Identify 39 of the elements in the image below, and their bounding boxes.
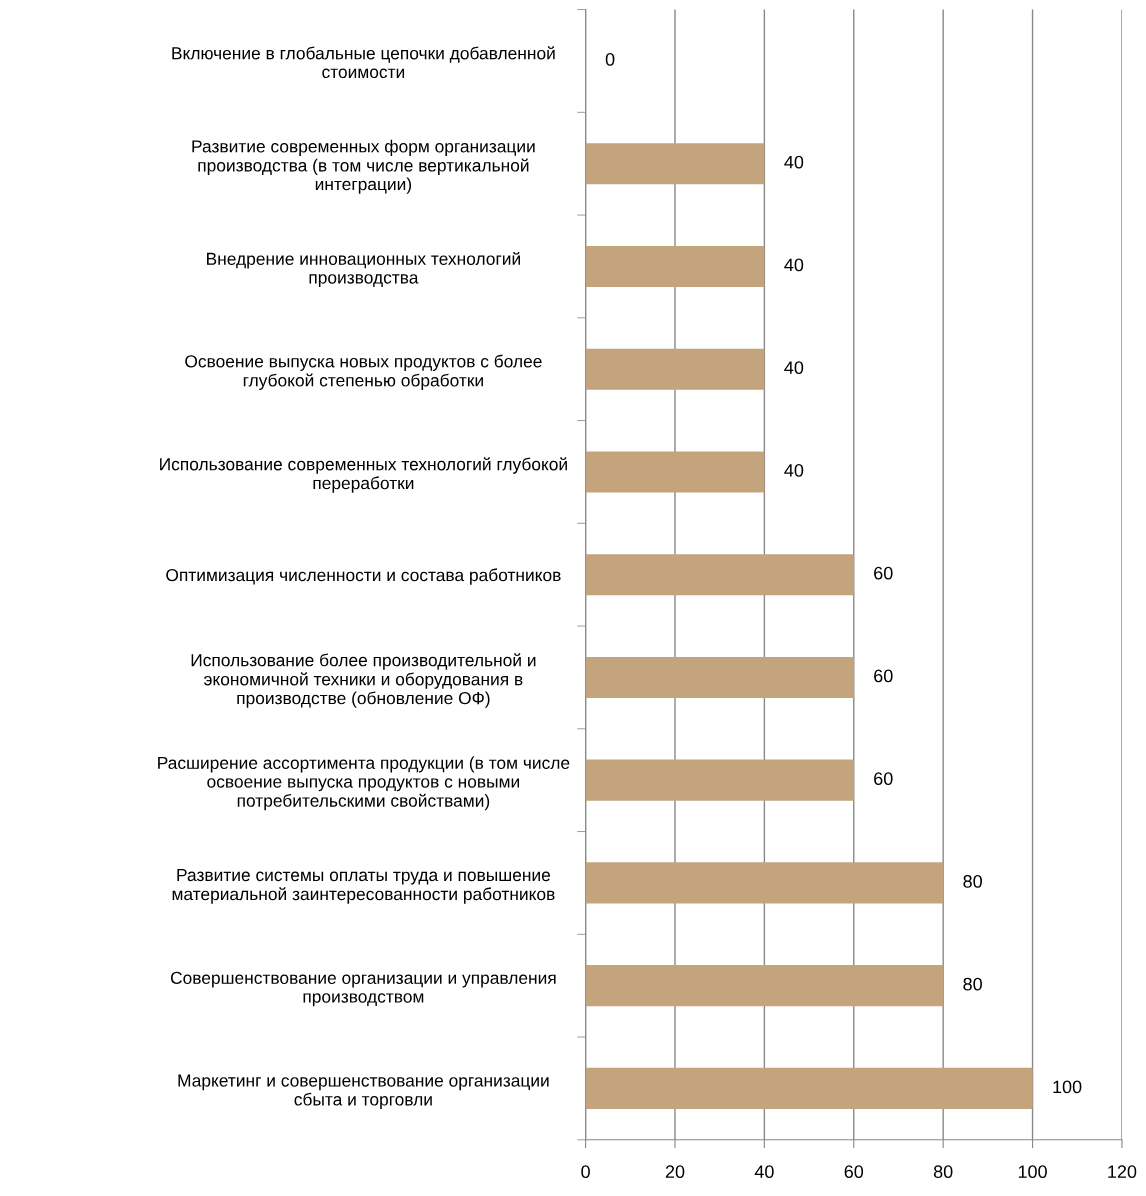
x-tick-label: 40 (754, 1165, 774, 1179)
y-tick-label: Расширение ассортимента продукции (в том числе освоение выпуска продуктов с новыми потребительскими свойствами) (158, 756, 570, 811)
x-tick-label: 120 (1108, 1165, 1137, 1179)
y-tick-label: Включение в глобальные цепочки добавленной стоимости (172, 46, 555, 79)
y-tick-label: Использование современных технологий глубокой переработки (160, 457, 567, 493)
data-label: 40 (784, 361, 804, 375)
bar (585, 451, 765, 493)
bar (585, 348, 765, 390)
data-label: 80 (963, 874, 982, 888)
x-tick-label: 0 (581, 1165, 590, 1179)
bar (585, 759, 854, 801)
y-tick-label: Оптимизация численности и состава работников (166, 568, 561, 585)
bar (585, 656, 854, 698)
bar (585, 1067, 1033, 1109)
data-label: 40 (784, 258, 804, 272)
y-tick-label: Развитие системы оплаты труда и повышение материальной заинтересованности работников (172, 869, 555, 904)
data-label: 80 (963, 977, 982, 991)
x-tick-label: 100 (1018, 1165, 1047, 1179)
data-label: 100 (1053, 1080, 1082, 1094)
y-tick-label: Использование более производительной и экономичной техники и оборудования в производстве (обновление ОФ) (191, 653, 536, 708)
bar (585, 862, 944, 904)
y-tick-label: Внедрение инновационных технологий производства (207, 251, 520, 288)
y-tick-label: Освоение выпуска новых продуктов с более глубокой степенью обработки (185, 354, 542, 390)
data-label: 60 (874, 669, 893, 683)
x-tick-label: 20 (665, 1165, 685, 1179)
bar (585, 245, 765, 287)
bar (585, 143, 765, 185)
data-label: 60 (874, 772, 893, 786)
data-label: 40 (784, 463, 804, 477)
x-tick-label: 80 (933, 1165, 953, 1179)
bar (585, 965, 944, 1007)
data-label: 40 (784, 155, 804, 169)
bar (585, 554, 854, 596)
data-label: 0 (605, 53, 615, 66)
y-tick-label: Маркетинг и совершенствование организации сбыта и торговли (178, 1074, 549, 1110)
x-tick-label: 60 (844, 1165, 864, 1179)
y-tick-label: Совершенствование организации и управления производством (170, 971, 556, 1007)
y-tick-label: Развитие современных форм организации производства (в том числе вертикальной интеграции) (192, 139, 535, 194)
data-label: 60 (874, 566, 893, 580)
